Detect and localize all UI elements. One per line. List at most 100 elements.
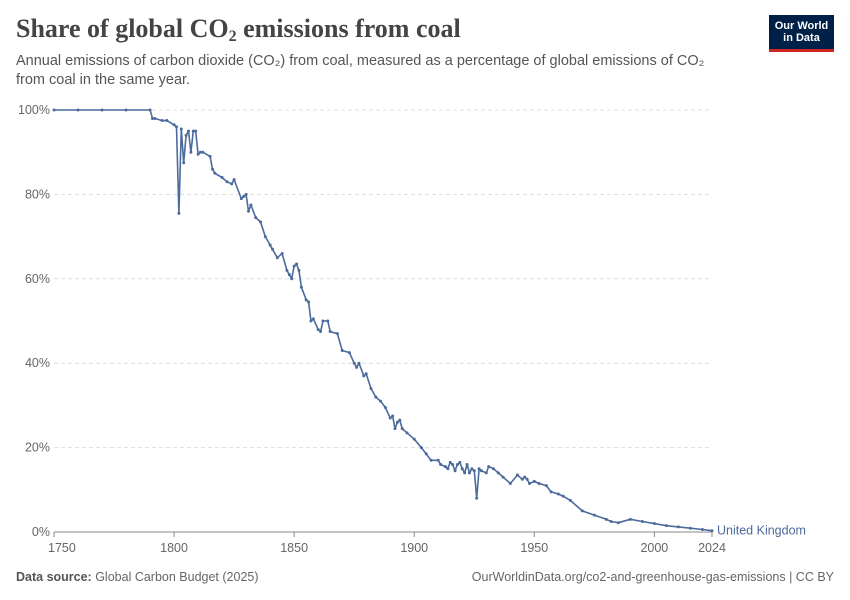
owid-logo[interactable]: Our World in Data [769,15,834,52]
x-tick-label: 1950 [520,541,548,555]
chart-title: Share of global CO2 emissions from coal [16,14,461,45]
data-point [177,211,181,215]
data-point [307,300,311,304]
data-point [640,519,644,523]
data-point [628,517,632,521]
data-point [419,446,423,450]
data-point [242,195,246,199]
data-point [561,494,565,498]
data-point [316,327,320,331]
data-point [439,462,443,466]
data-point [230,182,234,186]
data-point [443,465,447,469]
data-point [340,349,344,353]
data-point [525,477,529,481]
data-point [271,247,275,251]
y-tick-label: 0% [32,525,50,539]
logo-line-1: Our World [774,20,829,32]
x-tick-label: 2024 [698,541,726,555]
data-point [448,460,452,464]
data-point [182,161,186,165]
data-point [688,526,692,530]
data-point [52,108,56,112]
data-point [148,108,152,112]
data-point [225,180,229,184]
data-point [247,209,251,213]
data-point [165,119,169,123]
data-point [383,406,387,410]
data-point [700,527,704,531]
data-point [537,481,541,485]
data-point [76,108,80,112]
data-point [319,330,323,334]
data-point [523,475,527,479]
y-tick-labels: 0% 20% 40% 60% 80% 100% [18,103,50,539]
data-point [263,235,267,239]
data-point [179,127,183,131]
data-point [328,330,332,334]
data-point [292,264,296,268]
data-point [455,462,459,466]
data-point [388,416,392,420]
y-tick-label: 20% [25,441,50,455]
data-point [249,203,253,207]
data-point [297,268,301,272]
data-point [311,317,315,321]
data-point [295,262,299,266]
series-line-united-kingdom [54,109,713,532]
data-point [652,522,656,526]
data-point [259,220,263,224]
data-point [664,524,668,528]
data-point [467,471,471,475]
data-point [501,475,505,479]
y-tick-label: 40% [25,356,50,370]
data-point [580,509,584,513]
data-point [395,420,399,424]
data-point [280,251,284,255]
data-point [268,243,272,247]
data-point [532,479,536,483]
data-point [321,319,325,323]
x-axis: 1750 1800 1850 1900 1950 2000 2024 [48,531,726,555]
data-point [290,277,294,281]
data-point [520,477,524,481]
y-tick-label: 100% [18,103,50,117]
footer-link[interactable]: OurWorldinData.org/co2-and-greenhouse-ga… [471,570,834,584]
data-point [400,427,404,431]
logo-line-2: in Data [783,32,820,44]
data-point [710,529,714,533]
data-point [508,481,512,485]
data-point [355,365,359,369]
data-point [429,458,433,462]
x-tick-label: 1800 [160,541,188,555]
data-point [184,133,188,137]
data-point [451,462,455,466]
data-point [405,431,409,435]
data-point [201,150,205,154]
data-point [393,427,397,431]
data-point [287,273,291,277]
data-point [374,395,378,399]
series-label-united-kingdom: United Kingdom [717,524,806,538]
data-point [470,467,474,471]
x-tick-label: 2000 [640,541,668,555]
data-point [210,167,214,171]
data-point [364,372,368,376]
data-point [335,332,339,336]
x-tick-label: 1850 [280,541,308,555]
chart-subtitle: Annual emissions of carbon dioxide (CO₂)… [16,53,705,88]
data-point [487,465,491,469]
data-point [357,361,361,365]
data-point [424,452,428,456]
data-point [604,517,608,521]
data-point [220,176,224,180]
data-point [304,298,308,302]
data-point [609,519,613,523]
data-point [299,285,303,289]
data-point [191,129,195,133]
data-source: Data source: Global Carbon Budget (2025) [16,570,259,584]
data-point [352,361,356,365]
data-point [676,525,680,529]
y-tick-label: 80% [25,187,50,201]
